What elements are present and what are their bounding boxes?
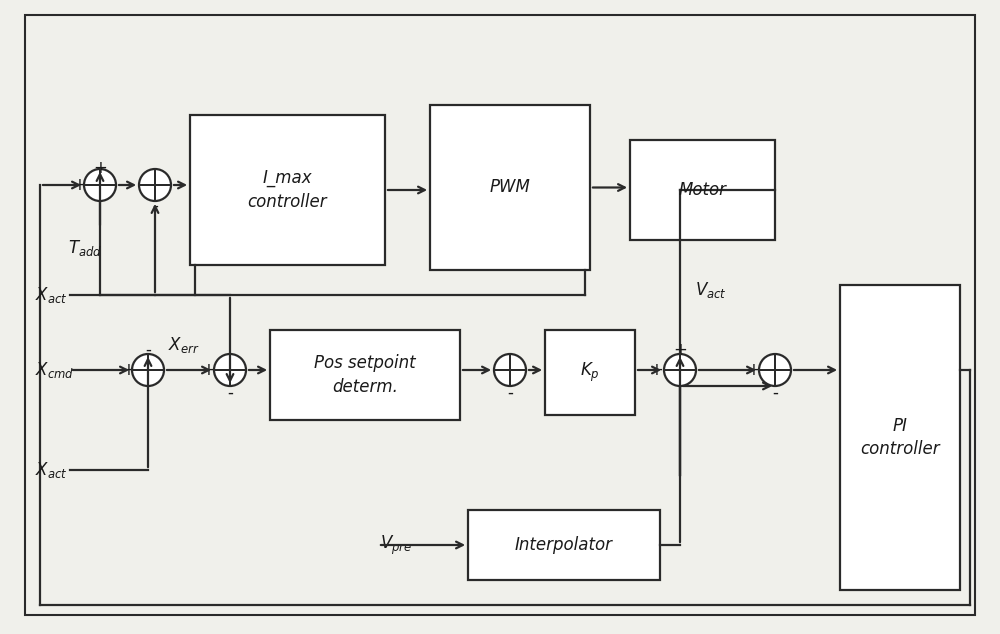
Circle shape	[132, 354, 164, 386]
Text: Interpolator: Interpolator	[515, 536, 613, 554]
Text: -: -	[507, 384, 513, 402]
Bar	[840, 285, 960, 590]
Text: -: -	[772, 384, 778, 402]
Circle shape	[214, 354, 246, 386]
Text: Pos setpoint
determ.: Pos setpoint determ.	[314, 354, 416, 396]
Text: +: +	[72, 176, 86, 194]
Text: $X_{act}$: $X_{act}$	[35, 285, 68, 305]
Circle shape	[759, 354, 791, 386]
Bar	[270, 330, 460, 420]
Bar	[430, 105, 590, 270]
Text: -: -	[152, 197, 158, 215]
Circle shape	[84, 169, 116, 201]
Text: +: +	[93, 159, 107, 177]
Bar	[630, 140, 775, 240]
Bar	[468, 510, 660, 580]
Bar	[545, 330, 635, 415]
Text: I_max
controller: I_max controller	[248, 169, 327, 210]
Text: +: +	[121, 361, 135, 379]
Text: Motor: Motor	[678, 181, 726, 199]
Circle shape	[664, 354, 696, 386]
Bar	[190, 115, 385, 265]
Text: $V_{pre}$: $V_{pre}$	[380, 533, 412, 557]
Text: +: +	[673, 341, 687, 359]
Text: PWM: PWM	[490, 179, 530, 197]
Text: +: +	[649, 361, 663, 379]
Text: -: -	[227, 384, 233, 402]
Text: PI
controller: PI controller	[860, 417, 940, 458]
Text: $X_{act}$: $X_{act}$	[35, 460, 68, 480]
Text: $X_{err}$: $X_{err}$	[168, 335, 199, 355]
Text: +: +	[201, 361, 215, 379]
Text: $K_p$: $K_p$	[580, 361, 600, 384]
Text: $V_{act}$: $V_{act}$	[695, 280, 727, 300]
Text: +: +	[746, 361, 760, 379]
Text: $T_{add}$: $T_{add}$	[68, 238, 102, 258]
Circle shape	[139, 169, 171, 201]
Text: $X_{cmd}$: $X_{cmd}$	[35, 360, 74, 380]
Circle shape	[494, 354, 526, 386]
Text: -: -	[145, 341, 151, 359]
